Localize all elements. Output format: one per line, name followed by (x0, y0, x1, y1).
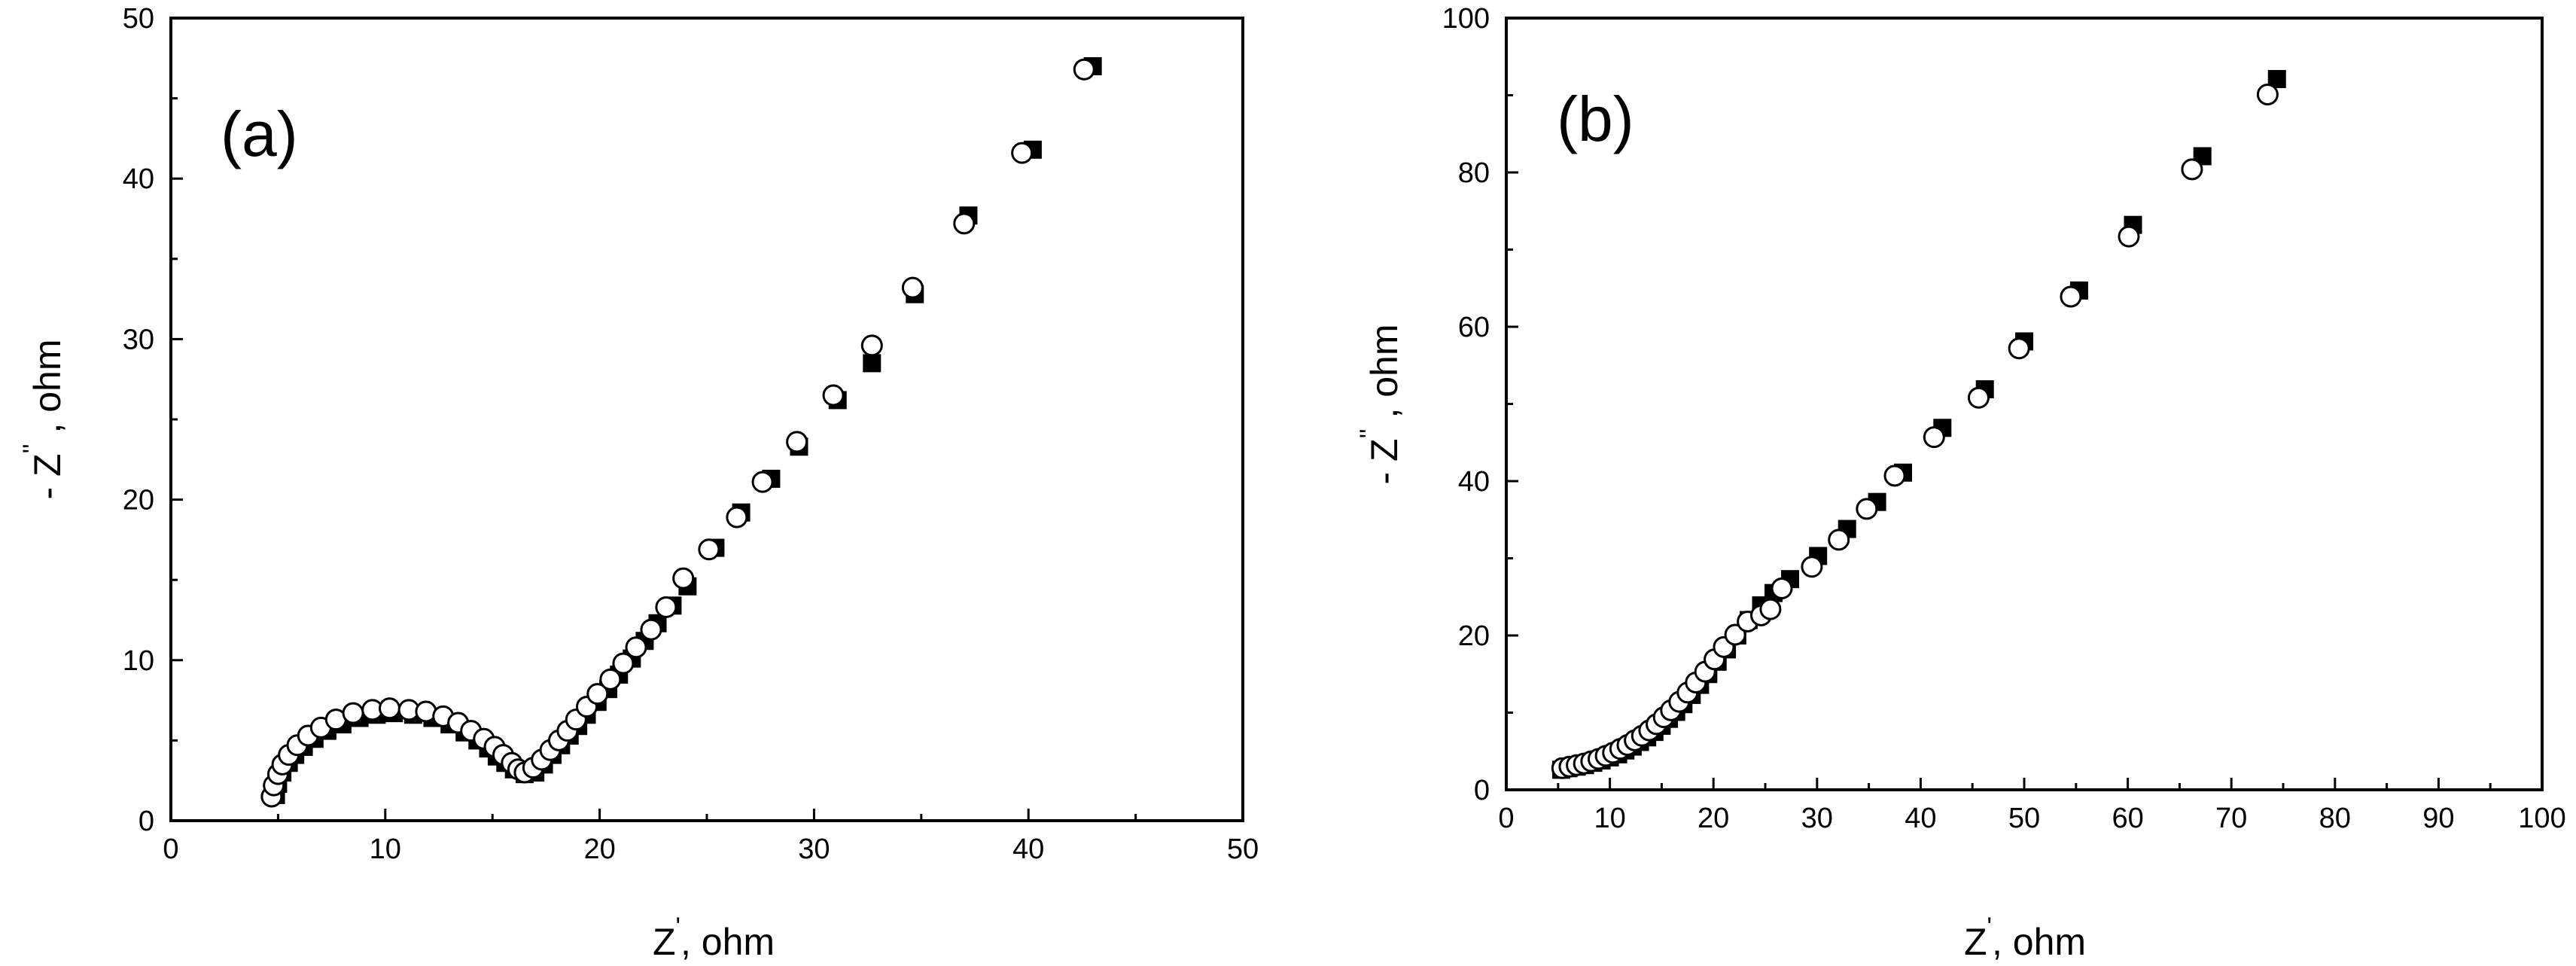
tick-marks (169, 17, 1244, 822)
plot-frame (1505, 17, 2544, 791)
x-axis-label-prime: ' (1987, 913, 1992, 941)
y-tick-label: 50 (123, 3, 154, 35)
x-axis-label-main: Z (653, 921, 676, 963)
x-tick-label: 30 (798, 833, 830, 865)
data-point-circle (672, 567, 695, 590)
x-tick-label: 50 (1227, 833, 1259, 865)
data-points (260, 56, 1102, 808)
data-point-circle (1011, 142, 1034, 164)
panel-label: (b) (1557, 84, 1634, 154)
data-point-circle (1967, 386, 1990, 409)
data-point-circle (640, 618, 662, 641)
x-axis-label-main: Z (1964, 921, 1987, 963)
tick-labels: 0 10 20 30 40 50 0 10 20 30 40 50 (123, 3, 1259, 865)
y-axis-label-main: - Z (26, 453, 69, 499)
data-point-circle (2060, 285, 2082, 308)
data-point-circle (2118, 225, 2140, 248)
x-tick-label: 20 (583, 833, 615, 865)
y-axis-label-rest: , ohm (1363, 324, 1405, 428)
x-tick-label: 40 (1012, 833, 1044, 865)
x-tick-label: 90 (2422, 803, 2454, 834)
tick-labels: 0 10 20 30 40 50 60 70 80 90 100 0 20 40 60 80 100 (1442, 3, 2566, 834)
data-point-circle (1724, 623, 1746, 646)
panel-b: 0 10 20 30 40 50 60 70 80 90 100 0 20 40 60 80 100 (b) Z… (1355, 3, 2566, 963)
panel-label: (a) (221, 99, 298, 169)
x-tick-label: 10 (1594, 803, 1625, 834)
data-point-circle (599, 668, 622, 690)
data-point-circle (751, 471, 774, 493)
plot-frame (169, 17, 1244, 822)
x-tick-label: 40 (1905, 803, 1936, 834)
y-tick-label: 100 (1442, 3, 1490, 35)
data-point-circle (1923, 426, 1945, 449)
x-tick-label: 10 (370, 833, 401, 865)
data-point-circle (2181, 158, 2203, 181)
data-point-circle (625, 636, 647, 659)
x-axis-label: Z', ohm (1964, 913, 2086, 963)
data-point-circle (1856, 498, 1878, 520)
data-point-circle (953, 212, 976, 235)
y-tick-label: 40 (123, 163, 154, 195)
data-point-circle (726, 506, 748, 529)
data-point-circle (901, 276, 924, 299)
data-point-circle (586, 683, 609, 705)
data-point-circle (342, 702, 364, 724)
data-point-square (863, 354, 882, 373)
x-tick-label: 0 (1498, 803, 1514, 834)
data-point-circle (1801, 556, 1823, 578)
data-point-circle (2256, 83, 2279, 105)
y-tick-label: 10 (123, 645, 154, 677)
data-point-circle (1073, 58, 1095, 81)
x-axis-label-rest: , ohm (1992, 921, 2086, 963)
data-point-circle (378, 697, 400, 720)
data-point-circle (1828, 529, 1850, 551)
y-tick-label: 40 (1458, 466, 1490, 498)
data-point-circle (1771, 577, 1793, 599)
x-tick-label: 70 (2215, 803, 2247, 834)
x-axis-label: Z', ohm (653, 913, 775, 963)
x-tick-label: 80 (2319, 803, 2351, 834)
y-axis-label-prime: '' (1355, 428, 1384, 438)
data-point-circle (1759, 598, 1782, 620)
data-point-circle (822, 384, 845, 407)
y-axis-label: - Z'' , ohm (18, 339, 69, 499)
y-tick-label: 80 (1458, 157, 1490, 189)
data-point-circle (612, 652, 635, 675)
y-axis-label-prime: '' (18, 443, 47, 453)
data-point-circle (1883, 465, 1906, 487)
data-point-circle (698, 538, 720, 561)
y-tick-label: 0 (1474, 775, 1490, 806)
tick-marks (1505, 17, 2544, 791)
y-tick-label: 20 (123, 485, 154, 517)
y-axis-label-rest: , ohm (26, 339, 69, 443)
y-tick-label: 60 (1458, 312, 1490, 343)
x-tick-label: 60 (2112, 803, 2143, 834)
y-tick-label: 0 (139, 806, 154, 837)
y-axis-label-main: - Z (1363, 438, 1405, 484)
x-tick-label: 20 (1698, 803, 1729, 834)
y-axis-label: - Z'' , ohm (1355, 324, 1405, 484)
data-point-circle (2008, 337, 2030, 360)
x-tick-label: 50 (2008, 803, 2040, 834)
data-point-circle (655, 596, 677, 618)
y-tick-label: 20 (1458, 620, 1490, 652)
x-axis-label-rest: , ohm (681, 921, 775, 963)
data-point-circle (786, 431, 808, 453)
x-tick-label: 0 (163, 833, 178, 865)
x-tick-label: 30 (1801, 803, 1833, 834)
x-axis-label-prime: ' (675, 913, 681, 941)
data-point-circle (860, 334, 883, 357)
x-tick-label: 100 (2518, 803, 2565, 834)
y-tick-label: 30 (123, 324, 154, 355)
data-points (1551, 69, 2286, 779)
